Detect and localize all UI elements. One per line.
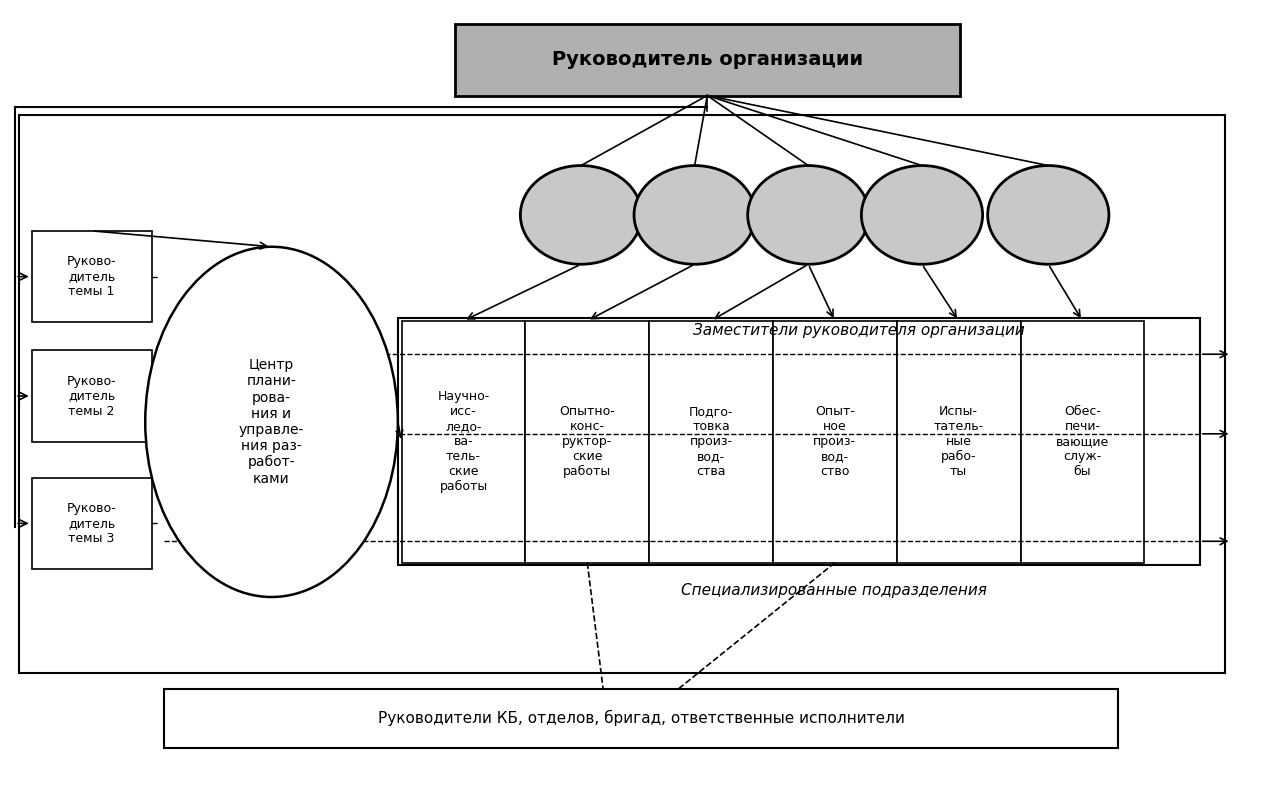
Text: Испы-
татель-
ные
рабо-
ты: Испы- татель- ные рабо- ты <box>933 405 984 478</box>
Bar <box>402 321 525 563</box>
Bar <box>455 24 960 96</box>
Text: Центр
плани-
рова-
ния и
управле-
ния раз-
работ-
ками: Центр плани- рова- ния и управле- ния ра… <box>239 358 304 486</box>
Bar <box>32 231 152 322</box>
Text: Научно-
исс-
ледо-
ва-
тель-
ские
работы: Научно- исс- ледо- ва- тель- ские работы <box>437 390 490 494</box>
Bar <box>1021 321 1144 563</box>
Bar <box>32 350 152 442</box>
Bar <box>164 689 1118 748</box>
Bar <box>649 321 773 563</box>
Text: Опытно-
конс-
руктор-
ские
работы: Опытно- конс- руктор- ские работы <box>560 405 615 478</box>
Ellipse shape <box>634 166 755 264</box>
Text: Опыт-
ное
произ-
вод-
ство: Опыт- ное произ- вод- ство <box>813 405 856 478</box>
Ellipse shape <box>861 166 983 264</box>
Bar <box>398 318 1200 565</box>
Bar <box>19 115 1225 673</box>
Text: Руководители КБ, отделов, бригад, ответственные исполнители: Руководители КБ, отделов, бригад, ответс… <box>378 710 904 727</box>
Text: Руково-
дитель
темы 2: Руково- дитель темы 2 <box>67 374 116 418</box>
Text: Руководитель организации: Руководитель организации <box>552 50 863 69</box>
Ellipse shape <box>988 166 1109 264</box>
Text: Специализированные подразделения: Специализированные подразделения <box>681 583 986 598</box>
Ellipse shape <box>748 166 869 264</box>
Bar <box>897 321 1021 563</box>
Ellipse shape <box>520 166 642 264</box>
Bar <box>525 321 649 563</box>
Text: Заместители руководителя организации: Заместители руководителя организации <box>693 323 1024 338</box>
Text: Обес-
печи-
вающие
служ-
бы: Обес- печи- вающие служ- бы <box>1056 405 1109 478</box>
Bar <box>773 321 897 563</box>
Bar <box>32 478 152 569</box>
Text: Руково-
дитель
темы 3: Руково- дитель темы 3 <box>67 501 116 545</box>
Text: Подго-
товка
произ-
вод-
ства: Подго- товка произ- вод- ства <box>688 405 734 478</box>
Text: Руково-
дитель
темы 1: Руково- дитель темы 1 <box>67 255 116 298</box>
Ellipse shape <box>145 247 398 597</box>
